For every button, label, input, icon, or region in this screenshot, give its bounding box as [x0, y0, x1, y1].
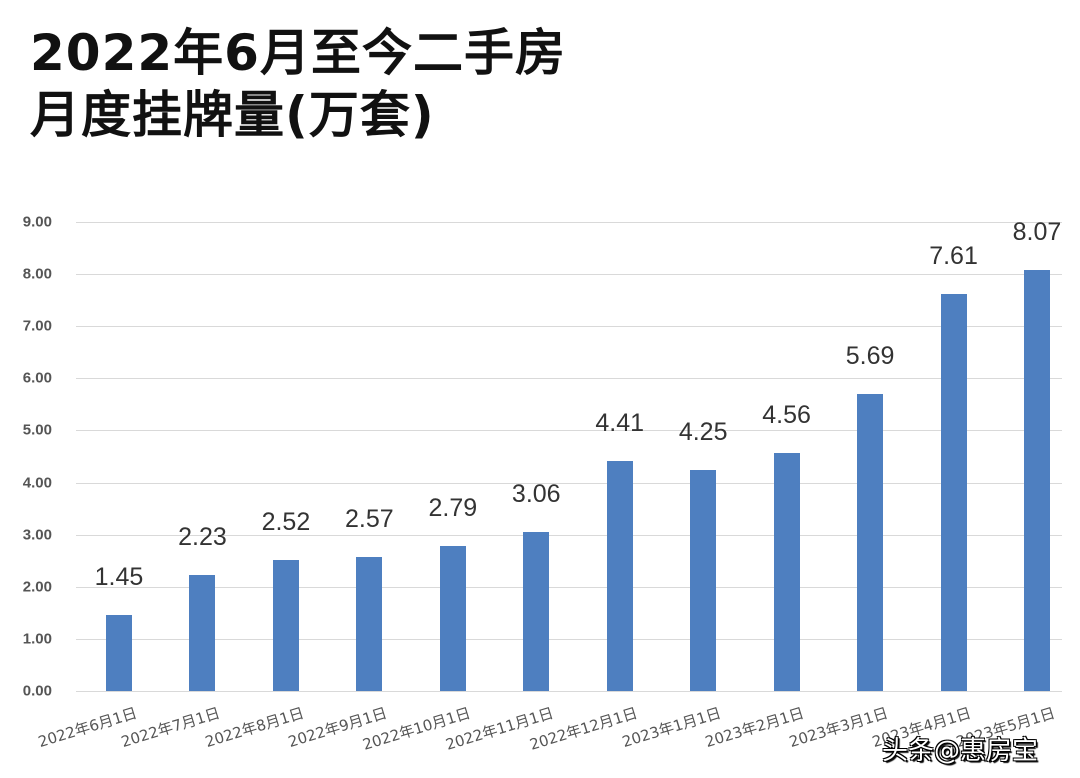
y-tick-label: 3.00	[22, 526, 52, 544]
y-tick-label: 0.00	[22, 682, 52, 700]
gridline	[76, 274, 1062, 275]
y-tick-label: 5.00	[22, 421, 52, 439]
chart-title-line2: 月度挂牌量(万套)	[30, 86, 435, 144]
data-label: 7.61	[929, 242, 978, 271]
bar	[940, 294, 967, 691]
gridline	[76, 326, 1062, 327]
data-label: 2.52	[261, 507, 311, 536]
data-label: 3.06	[511, 479, 561, 508]
data-label: 2.57	[345, 505, 394, 534]
y-tick-label: 6.00	[22, 369, 52, 387]
gridline	[76, 430, 1062, 431]
y-tick-label: 1.00	[22, 630, 52, 648]
bar	[272, 559, 299, 691]
data-label: 2.79	[428, 493, 478, 522]
bar	[523, 531, 550, 691]
data-label: 8.07	[1012, 218, 1062, 247]
bar	[439, 545, 466, 691]
bar	[690, 469, 717, 691]
gridline	[76, 483, 1062, 484]
watermark: 头条@惠房宝	[882, 736, 1039, 766]
chart-title: 2022年6月至今二手房 月度挂牌量(万套)	[30, 22, 566, 146]
y-tick-label: 9.00	[22, 213, 52, 231]
data-label: 4.41	[595, 409, 645, 438]
bar	[356, 557, 383, 691]
bar	[106, 615, 132, 691]
data-label: 2.23	[178, 522, 227, 551]
gridline	[76, 587, 1062, 588]
y-tick-label: 8.00	[22, 265, 52, 283]
bar	[773, 453, 800, 691]
data-label: 4.25	[678, 417, 728, 446]
gridline	[76, 378, 1062, 379]
data-label: 5.69	[845, 342, 895, 371]
chart-title-line1: 2022年6月至今二手房	[30, 24, 566, 82]
y-tick-label: 2.00	[22, 578, 52, 596]
y-tick-label: 4.00	[22, 474, 52, 492]
bar	[857, 394, 884, 691]
bar	[189, 574, 216, 691]
gridline	[76, 691, 1062, 692]
bar	[606, 461, 633, 691]
y-tick-label: 7.00	[22, 317, 52, 335]
gridline	[76, 639, 1062, 640]
gridline	[76, 222, 1062, 223]
bar	[1024, 270, 1050, 691]
data-label: 4.56	[762, 401, 811, 430]
data-label: 1.45	[94, 563, 144, 592]
gridline	[76, 535, 1062, 536]
